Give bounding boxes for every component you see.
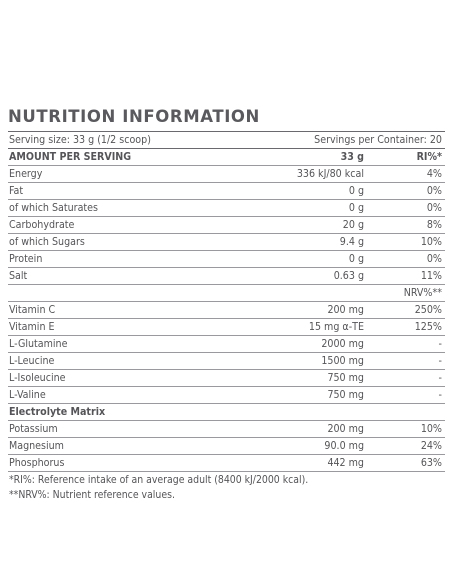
nutrient-name: Protein [9, 253, 43, 265]
nutrient-name: L-Isoleucine [9, 372, 66, 384]
nutrient-name: Fat [9, 185, 24, 197]
table-row: Potassium 200 mg 10% [8, 421, 445, 438]
table-row: Fat 0 g 0% [8, 183, 445, 200]
nutrient-percent: - [438, 355, 442, 367]
amount-header-ri: RI%* [416, 151, 442, 163]
nutrient-list: Energy 336 kJ/80 kcal 4% Fat 0 g 0% of which S… [8, 166, 445, 285]
nutrient-amount: 1500 mg [321, 355, 364, 367]
nutrient-percent: 24% [420, 440, 442, 452]
nutrient-name: of which Saturates [9, 202, 98, 214]
footnote-nrv: **NRV%: Nutrient reference values. [9, 489, 175, 501]
nutrient-amount: 2000 mg [321, 338, 364, 350]
table-row: Magnesium 90.0 mg 24% [8, 438, 445, 455]
electrolyte-list: Potassium 200 mg 10% Magnesium 90.0 mg 24% Pho… [8, 421, 445, 472]
serving-row: Serving size: 33 g (1/2 scoop) Servings … [8, 132, 445, 149]
table-row: L-Glutamine 2000 mg - [8, 336, 445, 353]
serving-size: Serving size: 33 g (1/2 scoop) [9, 134, 151, 146]
table-row: L-Isoleucine 750 mg - [8, 370, 445, 387]
vitamin-list: Vitamin C 200 mg 250% Vitamin E 15 mg α-TE 12… [8, 302, 445, 404]
nutrient-name: Vitamin E [9, 321, 55, 333]
panel-title: NUTRITION INFORMATION [8, 107, 260, 126]
nutrient-amount: 15 mg α-TE [308, 321, 364, 333]
nutrient-percent: 63% [420, 457, 442, 469]
servings-per-container: Servings per Container: 20 [314, 134, 442, 146]
nutrient-percent: 11% [420, 270, 442, 282]
nutrient-name: Potassium [9, 423, 58, 435]
title-rule [8, 131, 445, 132]
table-row: Energy 336 kJ/80 kcal 4% [8, 166, 445, 183]
nutrient-percent: 0% [426, 202, 442, 214]
nutrient-amount: 20 g [342, 219, 364, 231]
table-row: Salt 0.63 g 11% [8, 268, 445, 285]
table-row: Vitamin C 200 mg 250% [8, 302, 445, 319]
nutrient-name: Magnesium [9, 440, 64, 452]
electrolyte-header-row: Electrolyte Matrix [8, 404, 445, 421]
nutrient-percent: 250% [414, 304, 442, 316]
nutrient-amount: 0 g [348, 202, 364, 214]
nutrient-amount: 0.63 g [333, 270, 364, 282]
nutrient-percent: 0% [426, 185, 442, 197]
nutrient-amount: 90.0 mg [324, 440, 364, 452]
nutrient-percent: 10% [420, 236, 442, 248]
nutrient-percent: - [438, 372, 442, 384]
amount-header-label: AMOUNT PER SERVING [9, 151, 132, 163]
nutrient-name: Carbohydrate [9, 219, 75, 231]
nutrient-percent: 4% [426, 168, 442, 180]
nutrient-amount: 750 mg [327, 389, 364, 401]
nutrient-name: L-Glutamine [9, 338, 68, 350]
footnote-ri: *RI%: Reference intake of an average adu… [9, 474, 309, 486]
table-row: L-Valine 750 mg - [8, 387, 445, 404]
electrolyte-header: Electrolyte Matrix [9, 406, 106, 418]
nutrient-amount: 442 mg [327, 457, 364, 469]
nutrient-percent: - [438, 389, 442, 401]
nutrient-percent: 0% [426, 253, 442, 265]
nutrient-amount: 0 g [348, 253, 364, 265]
nutrient-percent: 125% [414, 321, 442, 333]
table-row: of which Sugars 9.4 g 10% [8, 234, 445, 251]
nutrient-percent: 10% [420, 423, 442, 435]
table-row: Protein 0 g 0% [8, 251, 445, 268]
footnotes: *RI%: Reference intake of an average adu… [8, 473, 445, 503]
nutrient-percent: 8% [426, 219, 442, 231]
nutrient-name: L-Leucine [9, 355, 55, 367]
nrv-header: NRV%** [403, 287, 442, 299]
nutrient-amount: 200 mg [327, 423, 364, 435]
table-row: Vitamin E 15 mg α-TE 125% [8, 319, 445, 336]
nutrient-amount: 0 g [348, 185, 364, 197]
nutrient-name: of which Sugars [9, 236, 85, 248]
nutrient-name: Phosphorus [9, 457, 65, 469]
nutrient-amount: 200 mg [327, 304, 364, 316]
nutrition-panel: NUTRITION INFORMATION Serving size: 33 g… [8, 106, 445, 503]
table-row: Carbohydrate 20 g 8% [8, 217, 445, 234]
nutrient-amount: 750 mg [327, 372, 364, 384]
nutrient-percent: - [438, 338, 442, 350]
nutrient-amount: 9.4 g [339, 236, 364, 248]
nrv-header-row: NRV%** [8, 285, 445, 302]
nutrient-amount: 336 kJ/80 kcal [296, 168, 364, 180]
nutrient-name: L-Valine [9, 389, 46, 401]
amount-header-row: AMOUNT PER SERVING 33 g RI%* [8, 149, 445, 166]
amount-header-amount: 33 g [340, 151, 364, 163]
nutrient-name: Salt [9, 270, 28, 282]
table-row: of which Saturates 0 g 0% [8, 200, 445, 217]
table-row: L-Leucine 1500 mg - [8, 353, 445, 370]
nutrient-name: Vitamin C [9, 304, 56, 316]
nutrient-name: Energy [9, 168, 43, 180]
table-row: Phosphorus 442 mg 63% [8, 455, 445, 472]
